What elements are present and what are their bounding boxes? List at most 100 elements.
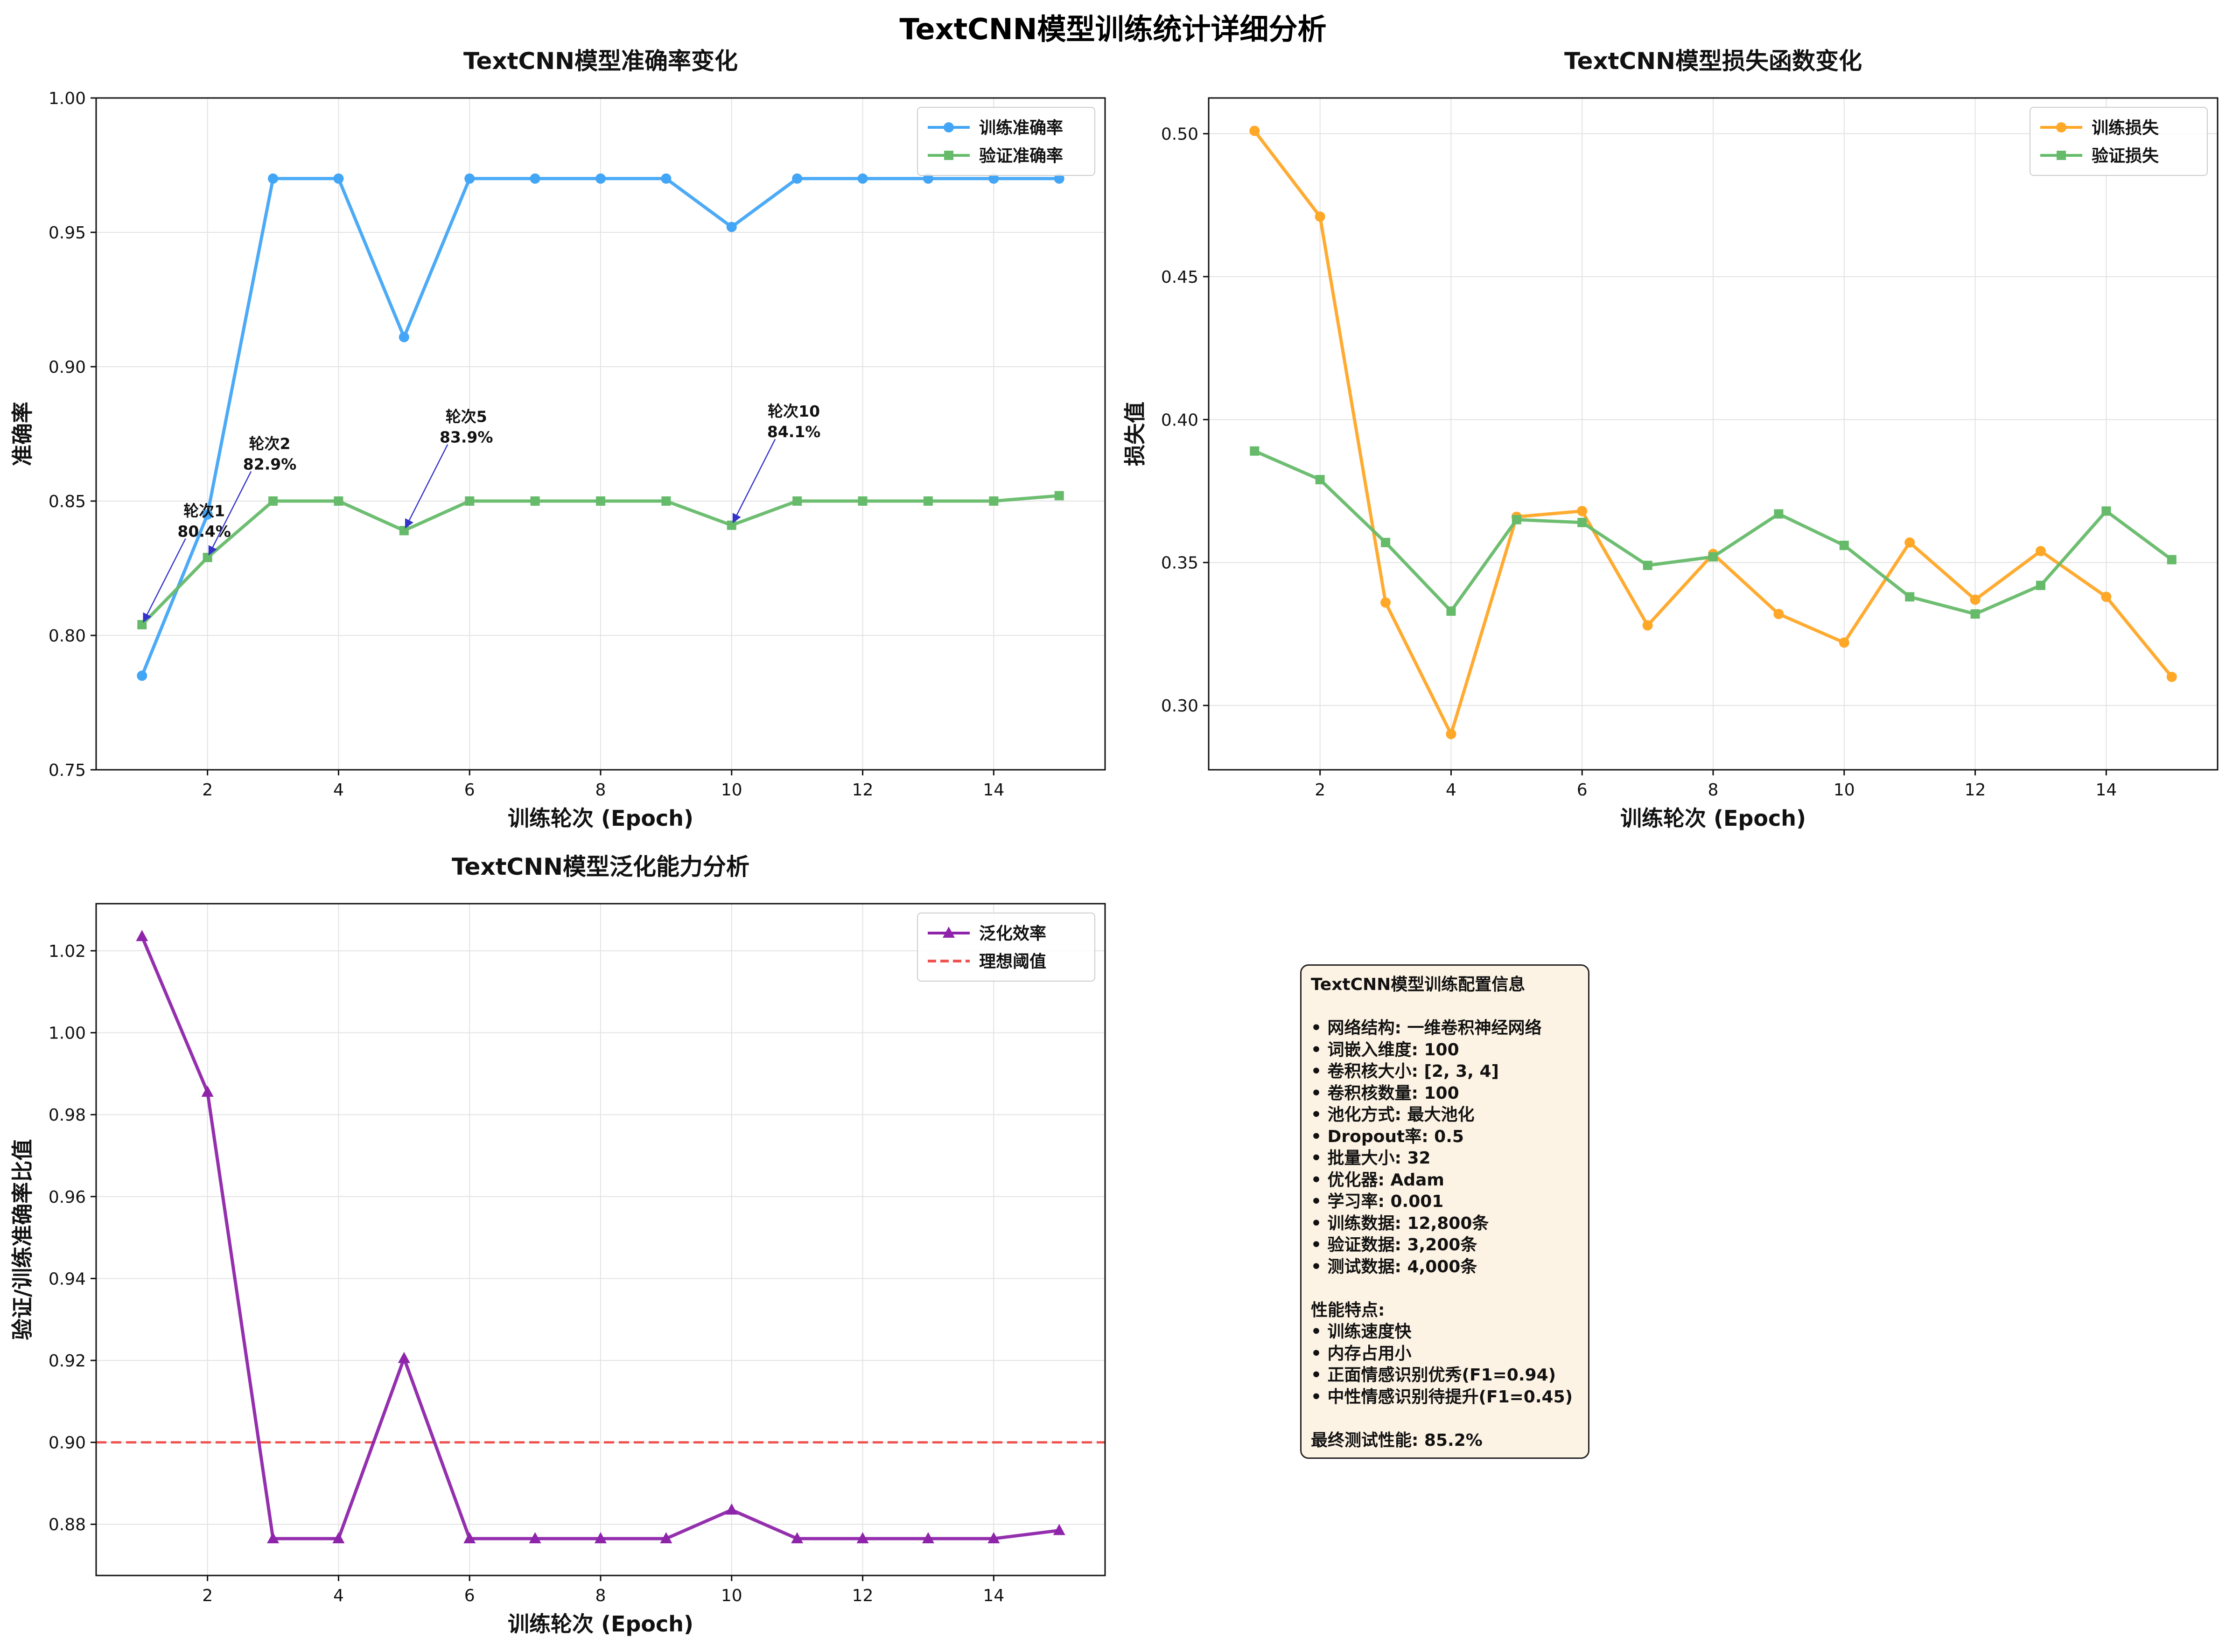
- data-point: [1839, 540, 1849, 550]
- loss-chart: 2 4 6 8 10 12 14 0.30 0.35 0.40 0.45 0.50 TextCNN模型损…: [1122, 48, 2219, 830]
- y-tick-label: 0.90: [49, 1434, 86, 1453]
- x-tick-label: 6: [464, 781, 475, 800]
- data-point: [660, 1532, 672, 1543]
- legend-marker: [2056, 122, 2066, 132]
- data-point: [857, 173, 868, 184]
- x-tick-label: 4: [1446, 781, 1456, 800]
- y-tick-label: 0.96: [49, 1188, 86, 1207]
- info-line: • Dropout率: 0.5: [1311, 1127, 1464, 1146]
- annotation: 轮次2 82.9%: [208, 434, 297, 556]
- chart-title: TextCNN模型准确率变化: [463, 48, 738, 75]
- info-line: [1311, 1408, 1579, 1430]
- data-point: [987, 1532, 1000, 1543]
- data-point: [1315, 211, 1325, 222]
- data-point: [791, 1532, 804, 1543]
- data-point: [2101, 592, 2112, 602]
- data-point: [332, 1532, 345, 1543]
- data-point: [923, 496, 933, 506]
- data-point: [137, 620, 147, 629]
- data-point: [268, 173, 279, 184]
- annotation-label: 轮次2: [249, 434, 291, 453]
- x-tick-label: 14: [983, 1586, 1004, 1605]
- legend-item: 泛化效率: [928, 924, 1046, 943]
- data-point: [267, 1532, 280, 1543]
- series-0: [137, 173, 1064, 681]
- x-tick-label: 12: [852, 1586, 874, 1605]
- y-tick-label: 0.80: [49, 627, 86, 646]
- info-line: • 优化器: Adam: [1311, 1170, 1444, 1190]
- data-point: [530, 173, 540, 184]
- legend-marker: [944, 151, 953, 160]
- data-point: [858, 496, 868, 506]
- y-tick-label: 0.75: [49, 761, 86, 780]
- info-line: • 卷积核数量: 100: [1311, 1083, 1459, 1103]
- data-point: [334, 496, 343, 506]
- y-tick-label: 0.92: [49, 1352, 86, 1371]
- data-point: [1054, 173, 1064, 184]
- data-point: [922, 1532, 934, 1543]
- x-tick-label: 10: [721, 1586, 742, 1605]
- data-point: [399, 526, 409, 536]
- annotation-value: 80.4%: [177, 522, 231, 540]
- x-tick-label: 4: [333, 781, 344, 800]
- data-point: [1380, 597, 1391, 608]
- data-point: [1512, 515, 1521, 524]
- data-point: [1708, 552, 1718, 562]
- y-tick-label: 1.00: [49, 1024, 86, 1043]
- data-point: [136, 930, 148, 941]
- series-1: [1250, 446, 2177, 619]
- annotation-value: 84.1%: [767, 423, 821, 441]
- info-line: • 测试数据: 4,000条: [1311, 1257, 1477, 1276]
- y-axis-label: 验证/训练准确率比值: [10, 1139, 35, 1340]
- x-axis-label: 训练轮次 (Epoch): [1620, 806, 1806, 830]
- data-point: [1970, 594, 1981, 605]
- annotation-label: 轮次5: [446, 408, 487, 426]
- data-point: [856, 1532, 869, 1543]
- data-point: [595, 1532, 607, 1543]
- annotation-label: 轮次10: [768, 402, 820, 420]
- chart-title: TextCNN模型损失函数变化: [1564, 48, 1862, 75]
- generalization-chart: 2 4 6 8 10 12 14 0.88 0.90 0.92 0.94 0.96 0.98 1.00 1.…: [10, 853, 1106, 1637]
- figure-title: TextCNN模型训练统计详细分析: [899, 12, 1327, 46]
- legend-label: 训练准确率: [979, 118, 1063, 138]
- annotation-value: 83.9%: [440, 428, 493, 446]
- annotation-arrow: [208, 471, 252, 556]
- data-point: [1774, 509, 1784, 519]
- info-line: [1311, 996, 1579, 1018]
- legend-label: 验证损失: [2092, 146, 2159, 166]
- x-tick-label: 12: [852, 781, 874, 800]
- info-line: • 内存占用小: [1311, 1344, 1412, 1363]
- training-config-info-box: TextCNN模型训练配置信息 • 网络结构: 一维卷积神经网络 • 词嵌入维度:…: [1300, 964, 1589, 1459]
- y-tick-label: 0.50: [1161, 125, 1198, 144]
- info-line: • 训练速度快: [1311, 1322, 1412, 1341]
- data-point: [203, 552, 212, 562]
- data-point: [727, 520, 736, 530]
- x-tick-label: 10: [1834, 781, 1855, 800]
- y-tick-label: 0.85: [49, 492, 86, 511]
- data-point: [1839, 637, 1849, 648]
- data-point: [137, 670, 147, 681]
- info-line: • 卷积核大小: [2, 3, 4]: [1311, 1062, 1499, 1081]
- data-point: [726, 222, 737, 232]
- x-tick-label: 14: [2095, 781, 2117, 800]
- data-point: [1643, 560, 1652, 570]
- info-line: • 学习率: 0.001: [1311, 1192, 1444, 1211]
- data-point: [1773, 609, 1784, 620]
- data-point: [1053, 1524, 1065, 1535]
- info-line: • 批量大小: 32: [1311, 1149, 1431, 1168]
- annotation-value: 82.9%: [243, 455, 297, 473]
- data-point: [1250, 446, 1260, 456]
- legend-item: 验证准确率: [928, 146, 1063, 166]
- x-axis-label: 训练轮次 (Epoch): [508, 1611, 693, 1637]
- legend-label: 泛化效率: [979, 924, 1046, 943]
- info-line: • 验证数据: 3,200条: [1311, 1235, 1477, 1255]
- data-point: [725, 1503, 738, 1515]
- data-point: [2036, 580, 2045, 590]
- y-tick-label: 1.00: [49, 89, 86, 108]
- data-point: [923, 173, 933, 184]
- data-point: [792, 173, 803, 184]
- data-point: [465, 496, 475, 506]
- y-tick-label: 0.95: [49, 223, 86, 243]
